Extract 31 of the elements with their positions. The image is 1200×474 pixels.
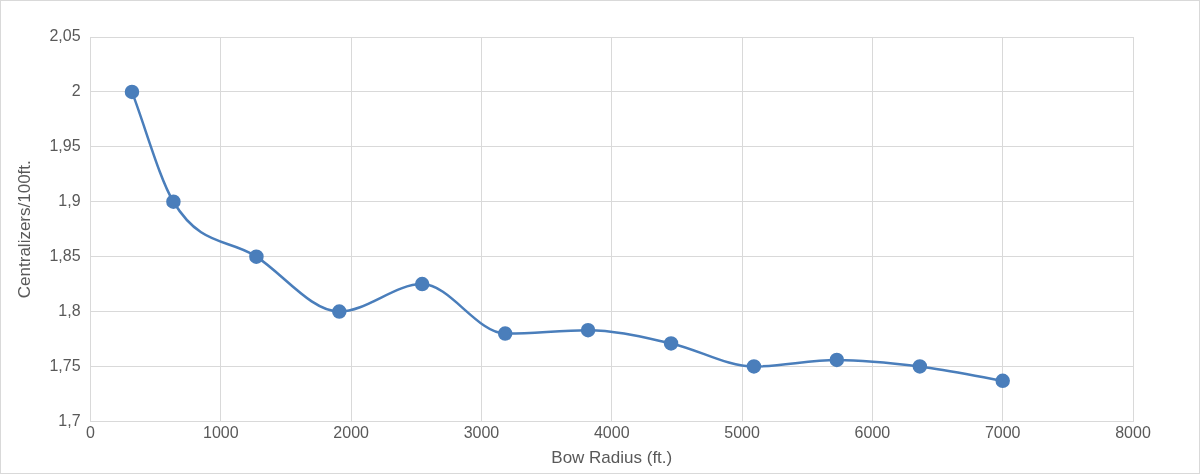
y-tick-label: 1,8 <box>58 301 81 319</box>
point <box>995 373 1010 389</box>
x-tick-label: 4000 <box>593 424 630 442</box>
point <box>414 276 430 292</box>
x-tick-label: 2000 <box>333 424 370 442</box>
x-tick-label: 5000 <box>724 424 760 442</box>
point <box>829 352 845 368</box>
point <box>166 194 181 209</box>
y-tick-label: 2 <box>71 82 81 100</box>
x-tick-label: 3000 <box>463 424 500 442</box>
x-tick-label: 0 <box>86 424 96 442</box>
point <box>124 84 140 100</box>
point <box>912 359 928 374</box>
y-tick-label: 1,85 <box>49 247 81 265</box>
y-tick-label: 1,95 <box>49 137 81 155</box>
x-tick-label: 8000 <box>1115 424 1151 442</box>
point <box>663 336 679 351</box>
x-tick-label: 7000 <box>984 424 1021 442</box>
point <box>249 249 264 264</box>
x-tick-label: 6000 <box>854 424 891 442</box>
y-axis-title: Centralizers/100ft. <box>14 160 34 299</box>
y-tick-label: 1,9 <box>58 192 81 210</box>
y-tick-label: 1,7 <box>58 411 81 429</box>
y-tick-label: 1,75 <box>49 356 81 374</box>
x-tick-label: 1000 <box>203 424 239 442</box>
point <box>332 304 347 319</box>
x-axis-title: Bow Radius (ft.) <box>551 448 673 468</box>
point <box>746 359 762 374</box>
point <box>497 326 513 341</box>
point <box>580 322 596 338</box>
y-tick-label: 2,05 <box>49 27 81 45</box>
